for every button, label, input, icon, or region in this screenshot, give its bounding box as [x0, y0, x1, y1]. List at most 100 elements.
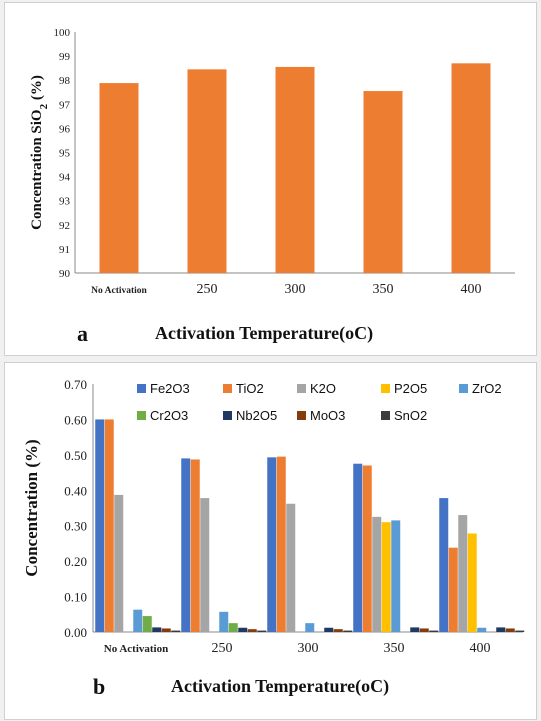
y-tick-label: 99	[59, 51, 71, 63]
y-tick-label: 0.20	[64, 554, 87, 569]
x-tick-label: No Activation	[104, 643, 168, 655]
bar-tio2-300	[276, 456, 286, 632]
y-tick-label: 0.30	[64, 519, 87, 534]
legend-label-tio2: TiO2	[236, 381, 264, 396]
legend-swatch-cr2o3	[137, 411, 146, 420]
y-tick-label: 0.10	[64, 590, 87, 605]
bar-nb2o5-350	[410, 627, 420, 632]
legend-swatch-p2o5	[381, 384, 390, 393]
bar-p2o5-400	[467, 533, 477, 632]
bar-moo3-300	[333, 629, 343, 632]
bar-sno2-400	[515, 630, 525, 632]
y-tick-label: 92	[59, 220, 70, 232]
bar-fe2o3-400	[439, 498, 449, 632]
bar-cr2o3-no-activation	[142, 616, 152, 632]
bar-zro2-400	[477, 627, 487, 632]
bar-nb2o5-250	[238, 627, 248, 632]
bar-sno2-250	[257, 630, 267, 632]
y-tick-label: 0.60	[64, 412, 87, 427]
x-tick-label: 350	[373, 282, 394, 297]
y-tick-label: 95	[59, 148, 71, 160]
legend-swatch-nb2o5	[223, 411, 232, 420]
x-tick-label: 300	[298, 641, 319, 656]
bar-cr2o3-250	[228, 623, 238, 632]
x-axis-title-b: Activation Temperature(oC)	[171, 676, 390, 696]
y-tick-label: 90	[59, 268, 71, 280]
bar-k2o-350	[372, 516, 382, 632]
bar-nb2o5-300	[324, 627, 334, 632]
legend-swatch-tio2	[223, 384, 232, 393]
x-tick-label: 400	[470, 641, 491, 656]
y-tick-label: 0.50	[64, 448, 87, 463]
y-tick-label: 0.00	[64, 625, 87, 640]
x-tick-label: 350	[384, 641, 405, 656]
y-tick-label: 96	[59, 123, 71, 135]
bar-sno2-350	[429, 630, 439, 632]
bar-moo3-350	[419, 628, 429, 632]
bar-zro2-250	[219, 611, 229, 632]
bar-tio2-no-activation	[104, 419, 114, 632]
bar-k2o-300	[286, 503, 296, 632]
legend-swatch-k2o	[297, 384, 306, 393]
y-tick-label: 94	[59, 172, 71, 184]
bar-k2o-no-activation	[114, 494, 124, 632]
bar-k2o-400	[458, 515, 468, 632]
legend-label-p2o5: P2O5	[394, 381, 427, 396]
legend-label-k2o: K2O	[310, 381, 336, 396]
y-tick-label: 91	[59, 244, 70, 256]
bar-sno2-300	[343, 630, 353, 632]
bar-400	[451, 63, 491, 273]
bar-tio2-350	[362, 465, 372, 632]
bar-fe2o3-250	[181, 458, 191, 632]
bar-tio2-400	[448, 547, 458, 632]
x-tick-label: No Activation	[91, 286, 147, 296]
y-tick-label: 97	[59, 99, 71, 111]
y-tick-label: 98	[59, 75, 71, 87]
x-tick-label: 250	[212, 641, 233, 656]
y-axis-title: Concentration SiO2 (%)	[29, 75, 50, 230]
bar-moo3-400	[505, 628, 515, 632]
bar-fe2o3-350	[353, 463, 363, 632]
bar-zro2-350	[391, 520, 401, 632]
bar-moo3-250	[247, 629, 257, 632]
bar-p2o5-350	[381, 522, 391, 632]
oxide-concentration-chart: 0.00 0.10 0.20 0.30 0.40 0.50 0.60 0.70 No Activ…	[22, 377, 525, 656]
bar-no-activation	[99, 83, 139, 273]
legend-label-cr2o3: Cr2O3	[150, 408, 188, 423]
bar-fe2o3-300	[267, 457, 277, 632]
bar-moo3-no-activation	[161, 628, 171, 632]
legend-swatch-zro2	[459, 384, 468, 393]
legend-swatch-moo3	[297, 411, 306, 420]
silica-concentration-chart: 90 91 92 93 94 95 96 97 98 99 100 No Activation 250 3…	[29, 27, 515, 297]
legend-swatch-fe2o3	[137, 384, 146, 393]
legend-label-zro2: ZrO2	[472, 381, 502, 396]
panel-label-a: a	[77, 321, 88, 346]
bar-350	[363, 91, 403, 273]
x-tick-label: 400	[461, 282, 482, 297]
bar-300	[275, 66, 315, 273]
y-tick-label: 0.40	[64, 483, 87, 498]
x-tick-label: 300	[285, 282, 306, 297]
bar-250	[187, 69, 227, 273]
legend-label-moo3: MoO3	[310, 408, 345, 423]
chart-panel-b: 0.00 0.10 0.20 0.30 0.40 0.50 0.60 0.70 No Activ…	[4, 362, 537, 720]
y-tick-label: 93	[59, 196, 71, 208]
x-axis-title-a: Activation Temperature(oC)	[155, 323, 374, 343]
legend-label-sno2: SnO2	[394, 408, 427, 423]
bar-tio2-250	[190, 459, 200, 632]
panel-label-b: b	[93, 674, 106, 699]
y-tick-label: 100	[54, 27, 71, 39]
y-axis-title: Concentration (%)	[22, 439, 41, 576]
bar-nb2o5-no-activation	[152, 627, 162, 632]
bar-nb2o5-400	[496, 627, 506, 632]
bar-zro2-300	[305, 623, 315, 632]
bar-zro2-no-activation	[133, 609, 143, 632]
legend-label-nb2o5: Nb2O5	[236, 408, 277, 423]
legend-swatch-sno2	[381, 411, 390, 420]
bar-sno2-no-activation	[171, 630, 181, 632]
chart-panel-a: 90 91 92 93 94 95 96 97 98 99 100 No Activation 250 3…	[4, 2, 537, 356]
bar-fe2o3-no-activation	[95, 419, 105, 632]
y-tick-label: 0.70	[64, 377, 87, 392]
x-tick-label: 250	[197, 282, 218, 297]
legend-label-fe2o3: Fe2O3	[150, 381, 190, 396]
